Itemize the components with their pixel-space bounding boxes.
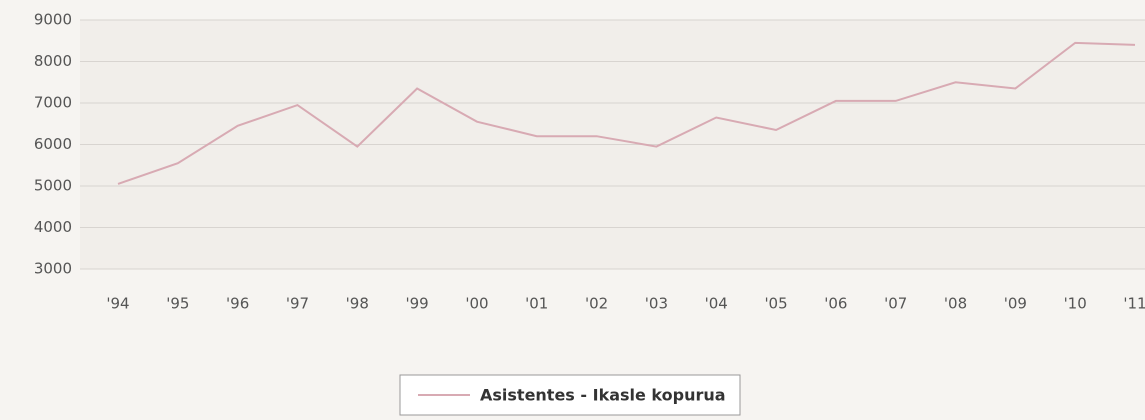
- y-tick-label: 3000: [34, 260, 72, 278]
- y-tick-label: 7000: [34, 94, 72, 112]
- x-tick-label: '95: [166, 295, 189, 313]
- x-tick-label: '07: [884, 295, 907, 313]
- legend: Asistentes - Ikasle kopurua: [399, 374, 741, 416]
- x-tick-label: '99: [406, 295, 429, 313]
- y-tick-label: 8000: [34, 52, 72, 70]
- x-tick-label: '01: [525, 295, 548, 313]
- y-tick-label: 5000: [34, 177, 72, 195]
- x-tick-label: '09: [1004, 295, 1027, 313]
- legend-label: Asistentes - Ikasle kopurua: [480, 386, 726, 405]
- x-tick-label: '97: [286, 295, 309, 313]
- x-tick-label: '10: [1064, 295, 1087, 313]
- x-tick-label: '03: [645, 295, 668, 313]
- x-tick-label: '98: [346, 295, 369, 313]
- y-tick-label: 6000: [34, 135, 72, 153]
- x-tick-label: '11: [1123, 295, 1145, 313]
- x-tick-label: '96: [226, 295, 249, 313]
- x-tick-label: '04: [705, 295, 728, 313]
- x-tick-label: '94: [106, 295, 129, 313]
- y-tick-label: 4000: [34, 218, 72, 236]
- y-tick-label: 9000: [34, 11, 72, 29]
- x-tick-label: '00: [465, 295, 488, 313]
- series-line: [117, 41, 1136, 185]
- x-tick-label: '02: [585, 295, 608, 313]
- x-tick-label: '06: [824, 295, 847, 313]
- x-tick-label: '05: [764, 295, 787, 313]
- x-tick-label: '08: [944, 295, 967, 313]
